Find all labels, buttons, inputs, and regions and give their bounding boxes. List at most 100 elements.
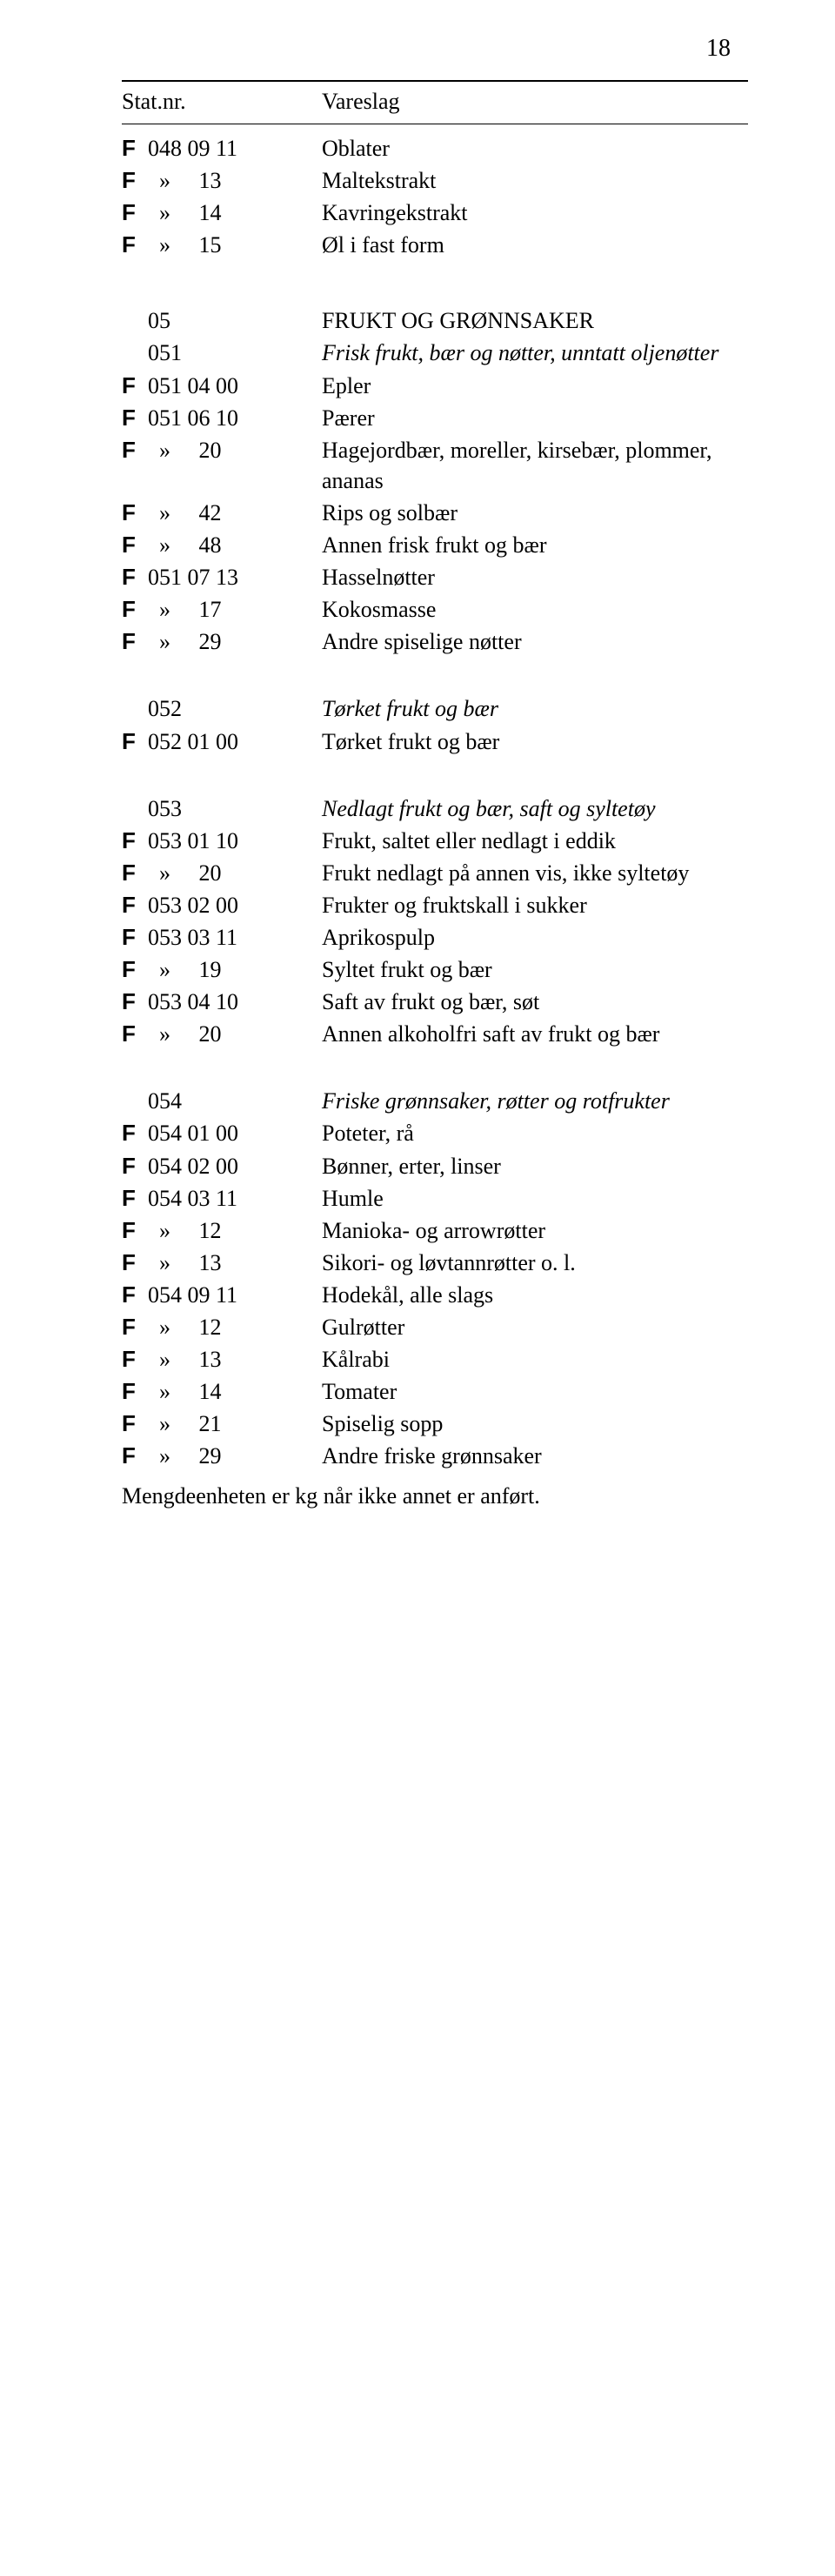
table-row: F » 14Kavringekstrakt (122, 197, 748, 228)
col-f (122, 305, 148, 336)
col-code: 054 01 00 (148, 1118, 322, 1148)
col-f: F (122, 987, 148, 1017)
table-row: F » 21Spiselig sopp (122, 1408, 748, 1439)
block-4-head: 053Nedlagt frukt og bær, saft og syltetø… (122, 793, 748, 824)
col-f: F (122, 1019, 148, 1049)
col-f: F (122, 1344, 148, 1375)
col-desc: Annen frisk frukt og bær (322, 530, 748, 560)
col-code: 051 06 10 (148, 403, 322, 433)
col-f: F (122, 890, 148, 920)
block-3-head: 052Tørket frukt og bær (122, 693, 748, 724)
col-f: F (122, 197, 148, 228)
col-f: F (122, 371, 148, 401)
table-row: F » 12Gulrøtter (122, 1312, 748, 1342)
col-code: 051 04 00 (148, 371, 322, 401)
col-desc: Nedlagt frukt og bær, saft og syltetøy (322, 793, 748, 824)
col-f: F (122, 230, 148, 260)
col-desc: Friske grønnsaker, røtter og rotfrukter (322, 1086, 748, 1116)
table-row: F054 03 11Humle (122, 1183, 748, 1214)
table-row: F053 04 10Saft av frukt og bær, søt (122, 987, 748, 1017)
table-row: F » 29Andre spiselige nøtter (122, 626, 748, 657)
col-code: » 20 (148, 858, 322, 888)
block-2: F051 04 00EplerF051 06 10PærerF » 20Hage… (122, 371, 748, 658)
table-row: 053Nedlagt frukt og bær, saft og syltetø… (122, 793, 748, 824)
col-code: » 29 (148, 626, 322, 657)
col-desc: Frukter og fruktskall i sukker (322, 890, 748, 920)
col-f (122, 338, 148, 368)
col-code: » 17 (148, 594, 322, 625)
col-code: 053 04 10 (148, 987, 322, 1017)
table-row: F053 01 10Frukt, saltet eller nedlagt i … (122, 826, 748, 856)
table-row: F053 03 11Aprikospulp (122, 922, 748, 953)
col-desc: Kålrabi (322, 1344, 748, 1375)
col-f: F (122, 594, 148, 625)
table-row: F051 07 13Hasselnøtter (122, 562, 748, 592)
col-desc: Hodekål, alle slags (322, 1280, 748, 1310)
col-code: 054 02 00 (148, 1151, 322, 1181)
col-desc: Gulrøtter (322, 1312, 748, 1342)
col-f: F (122, 133, 148, 164)
col-f: F (122, 562, 148, 592)
block-5: F054 01 00Poteter, råF054 02 00Bønner, e… (122, 1118, 748, 1471)
col-code: » 12 (148, 1215, 322, 1246)
col-desc: Rips og solbær (322, 498, 748, 528)
block-4: F053 01 10Frukt, saltet eller nedlagt i … (122, 826, 748, 1050)
block-1: F048 09 11OblaterF » 13MaltekstraktF » 1… (122, 133, 748, 260)
col-f: F (122, 1248, 148, 1278)
col-code: » 20 (148, 1019, 322, 1049)
col-code: » 14 (148, 197, 322, 228)
col-code: 05 (148, 305, 322, 336)
col-code: 054 09 11 (148, 1280, 322, 1310)
table-row: F » 13Sikori- og løvtannrøtter o. l. (122, 1248, 748, 1278)
table-row: F048 09 11Oblater (122, 133, 748, 164)
table-row: F » 20Annen alkoholfri saft av frukt og … (122, 1019, 748, 1049)
col-code: » 13 (148, 165, 322, 196)
table-row: 051Frisk frukt, bær og nøtter, unntatt o… (122, 338, 748, 368)
table-row: F » 29Andre friske grønnsaker (122, 1441, 748, 1471)
col-code: » 19 (148, 954, 322, 985)
col-desc: Poteter, rå (322, 1118, 748, 1148)
col-f: F (122, 1312, 148, 1342)
col-desc: Saft av frukt og bær, søt (322, 987, 748, 1017)
col-f: F (122, 530, 148, 560)
col-f: F (122, 1215, 148, 1246)
col-code: 053 02 00 (148, 890, 322, 920)
col-code: » 29 (148, 1441, 322, 1471)
col-code: 054 (148, 1086, 322, 1116)
col-f (122, 693, 148, 724)
col-f: F (122, 726, 148, 757)
col-desc: Humle (322, 1183, 748, 1214)
table-row: F054 02 00Bønner, erter, linser (122, 1151, 748, 1181)
table-row: F053 02 00Frukter og fruktskall i sukker (122, 890, 748, 920)
header-vare: Vareslag (322, 89, 748, 115)
table-row: F » 13Kålrabi (122, 1344, 748, 1375)
col-f (122, 1086, 148, 1116)
col-f: F (122, 626, 148, 657)
footnote: Mengdeenheten er kg når ikke annet er an… (122, 1483, 748, 1509)
col-desc: Hasselnøtter (322, 562, 748, 592)
col-desc: Pærer (322, 403, 748, 433)
col-f: F (122, 1183, 148, 1214)
col-code: » 21 (148, 1408, 322, 1439)
col-f: F (122, 1408, 148, 1439)
table-row: F051 04 00Epler (122, 371, 748, 401)
table-row: 052Tørket frukt og bær (122, 693, 748, 724)
table-row: F » 19Syltet frukt og bær (122, 954, 748, 985)
col-code: » 14 (148, 1376, 322, 1407)
col-code: » 42 (148, 498, 322, 528)
col-f: F (122, 435, 148, 496)
header-stat: Stat.nr. (122, 89, 322, 115)
col-desc: FRUKT OG GRØNNSAKER (322, 305, 748, 336)
col-f: F (122, 858, 148, 888)
col-desc: Øl i fast form (322, 230, 748, 260)
col-code: 053 01 10 (148, 826, 322, 856)
col-desc: Epler (322, 371, 748, 401)
col-code: 054 03 11 (148, 1183, 322, 1214)
table-row: F » 13Maltekstrakt (122, 165, 748, 196)
col-f: F (122, 1151, 148, 1181)
rule-top (122, 80, 748, 82)
col-code: 051 (148, 338, 322, 368)
col-desc: Aprikospulp (322, 922, 748, 953)
col-desc: Maltekstrakt (322, 165, 748, 196)
col-desc: Kokosmasse (322, 594, 748, 625)
